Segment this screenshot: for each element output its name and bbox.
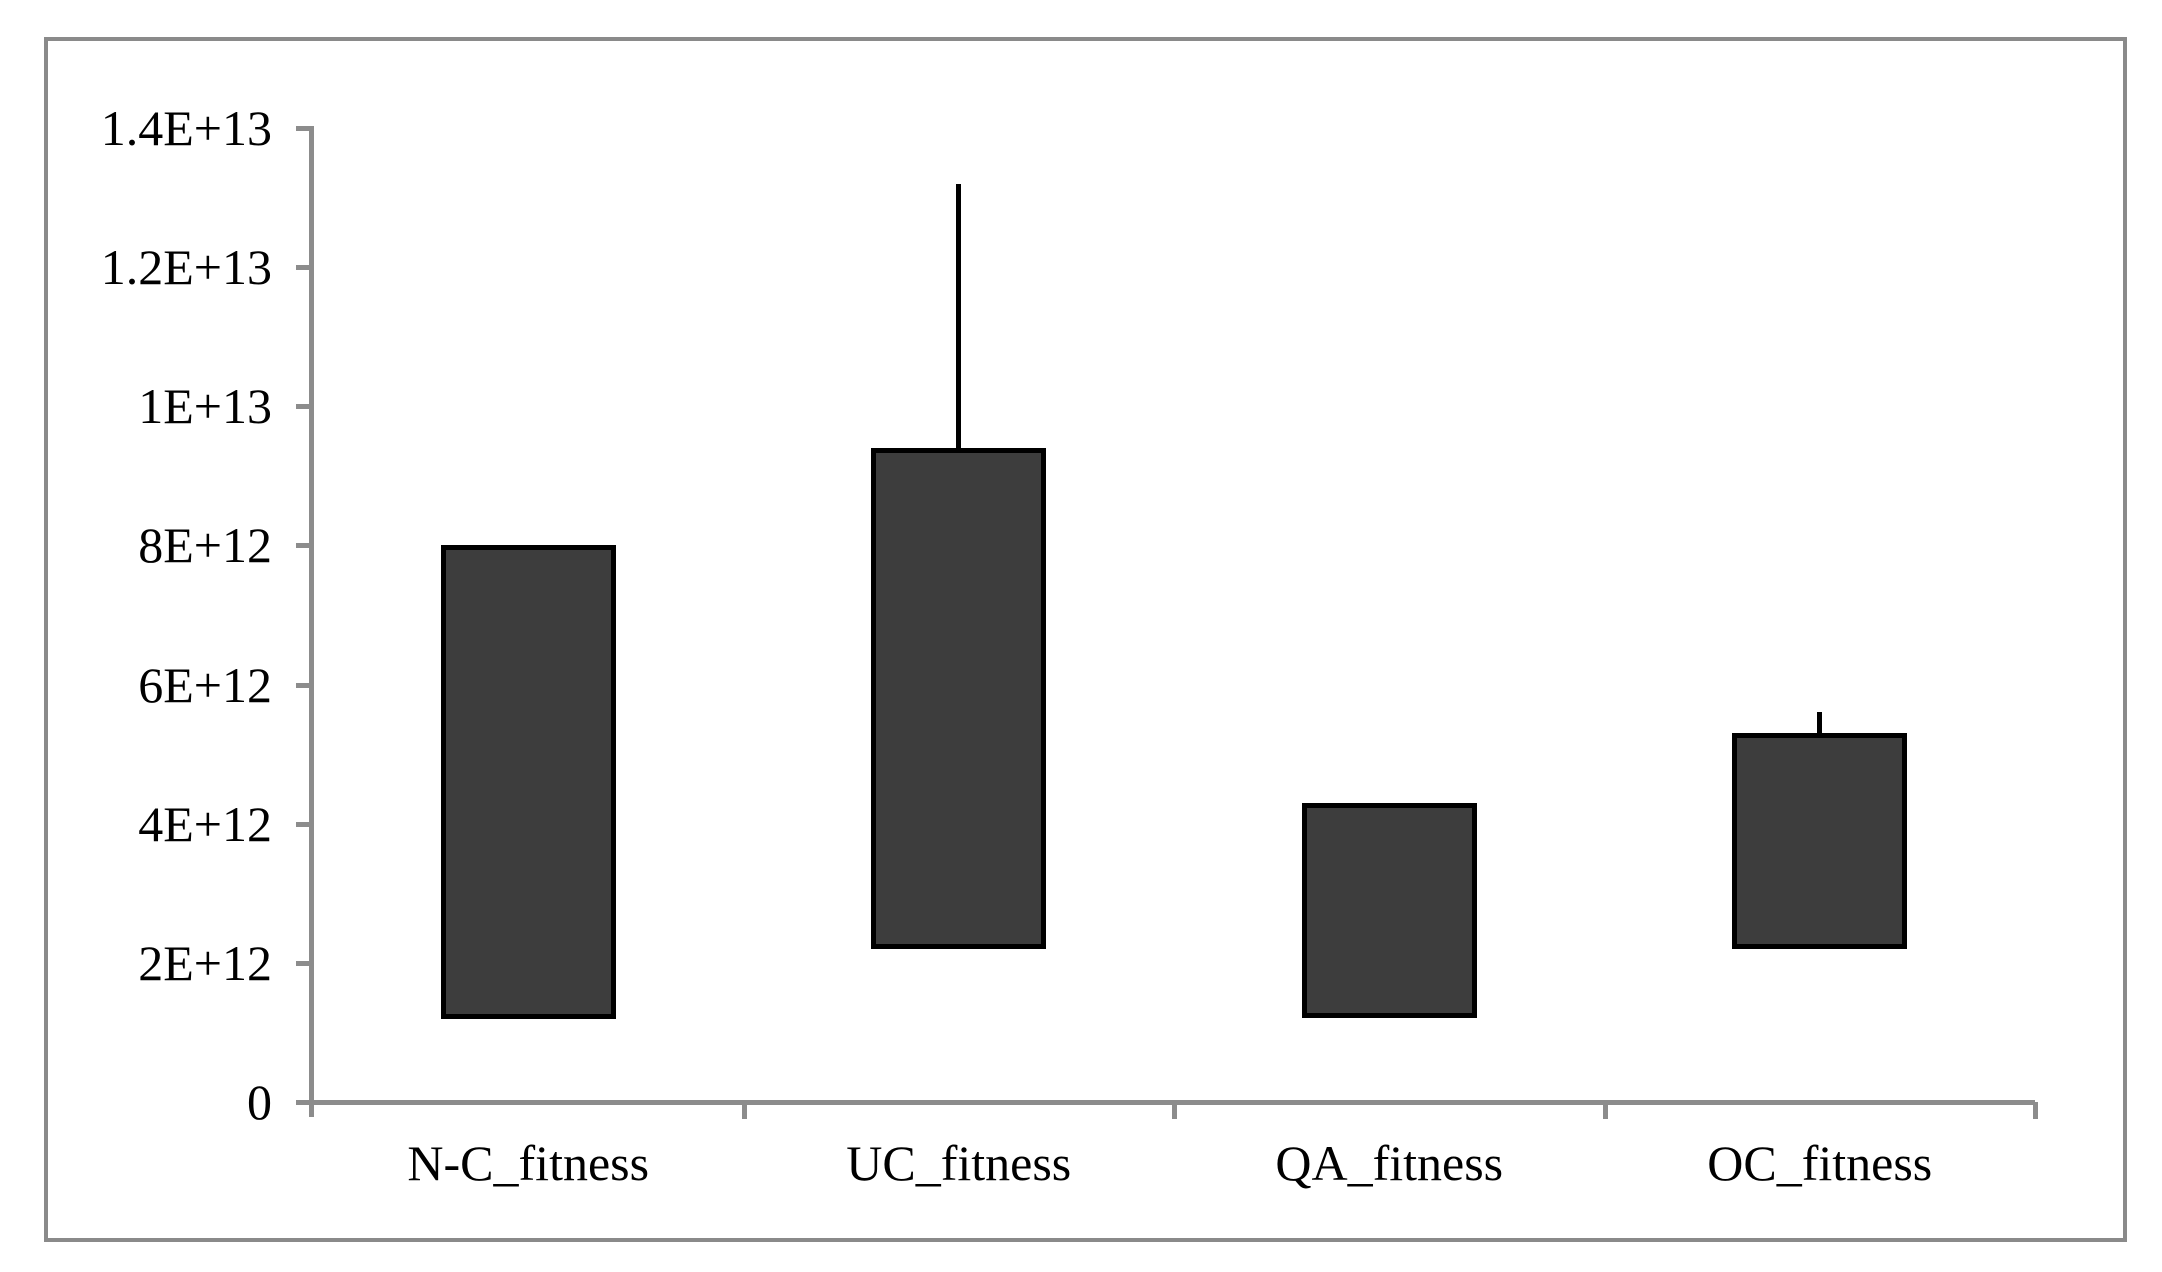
y-axis-tick <box>296 265 313 271</box>
x-category-label: N-C_fitness <box>407 1135 650 1191</box>
y-axis-tick <box>296 1100 313 1105</box>
x-axis-tick <box>741 1102 747 1119</box>
y-axis-tick <box>296 960 313 966</box>
y-axis-tick-label: 0 <box>247 1074 272 1130</box>
y-axis-tick-label: 1.2E+13 <box>100 239 272 296</box>
error-bar <box>1817 712 1823 738</box>
x-axis-tick <box>2033 1102 2038 1119</box>
y-axis-tick-label: 1.4E+13 <box>100 100 272 156</box>
x-axis-tick <box>1602 1102 1608 1119</box>
y-axis-tick <box>296 543 313 549</box>
y-axis-tick <box>296 821 313 827</box>
bar-qa-fitness <box>1301 802 1477 1019</box>
x-category-label: UC_fitness <box>846 1135 1072 1191</box>
y-axis-tick-label: 6E+12 <box>138 656 272 713</box>
y-axis-tick-label: 1E+13 <box>138 378 272 435</box>
y-axis-line <box>309 126 314 1117</box>
error-bar <box>956 183 962 453</box>
x-axis-tick <box>1172 1102 1177 1119</box>
y-axis-tick-label: 4E+12 <box>138 795 272 852</box>
x-category-label: OC_fitness <box>1707 1135 1933 1191</box>
y-axis-tick-label: 2E+12 <box>138 934 272 991</box>
x-category-label: QA_fitness <box>1275 1135 1504 1191</box>
bar-n-c-fitness <box>440 545 616 1019</box>
y-axis-tick-label: 8E+12 <box>138 517 272 574</box>
y-axis-tick <box>296 126 313 131</box>
y-axis-tick <box>296 404 313 410</box>
bar-uc-fitness <box>871 448 1047 949</box>
bar-oc-fitness <box>1732 733 1908 949</box>
y-axis-tick <box>296 682 313 688</box>
x-axis-line <box>296 1100 2035 1105</box>
figure-border <box>44 37 2127 1242</box>
